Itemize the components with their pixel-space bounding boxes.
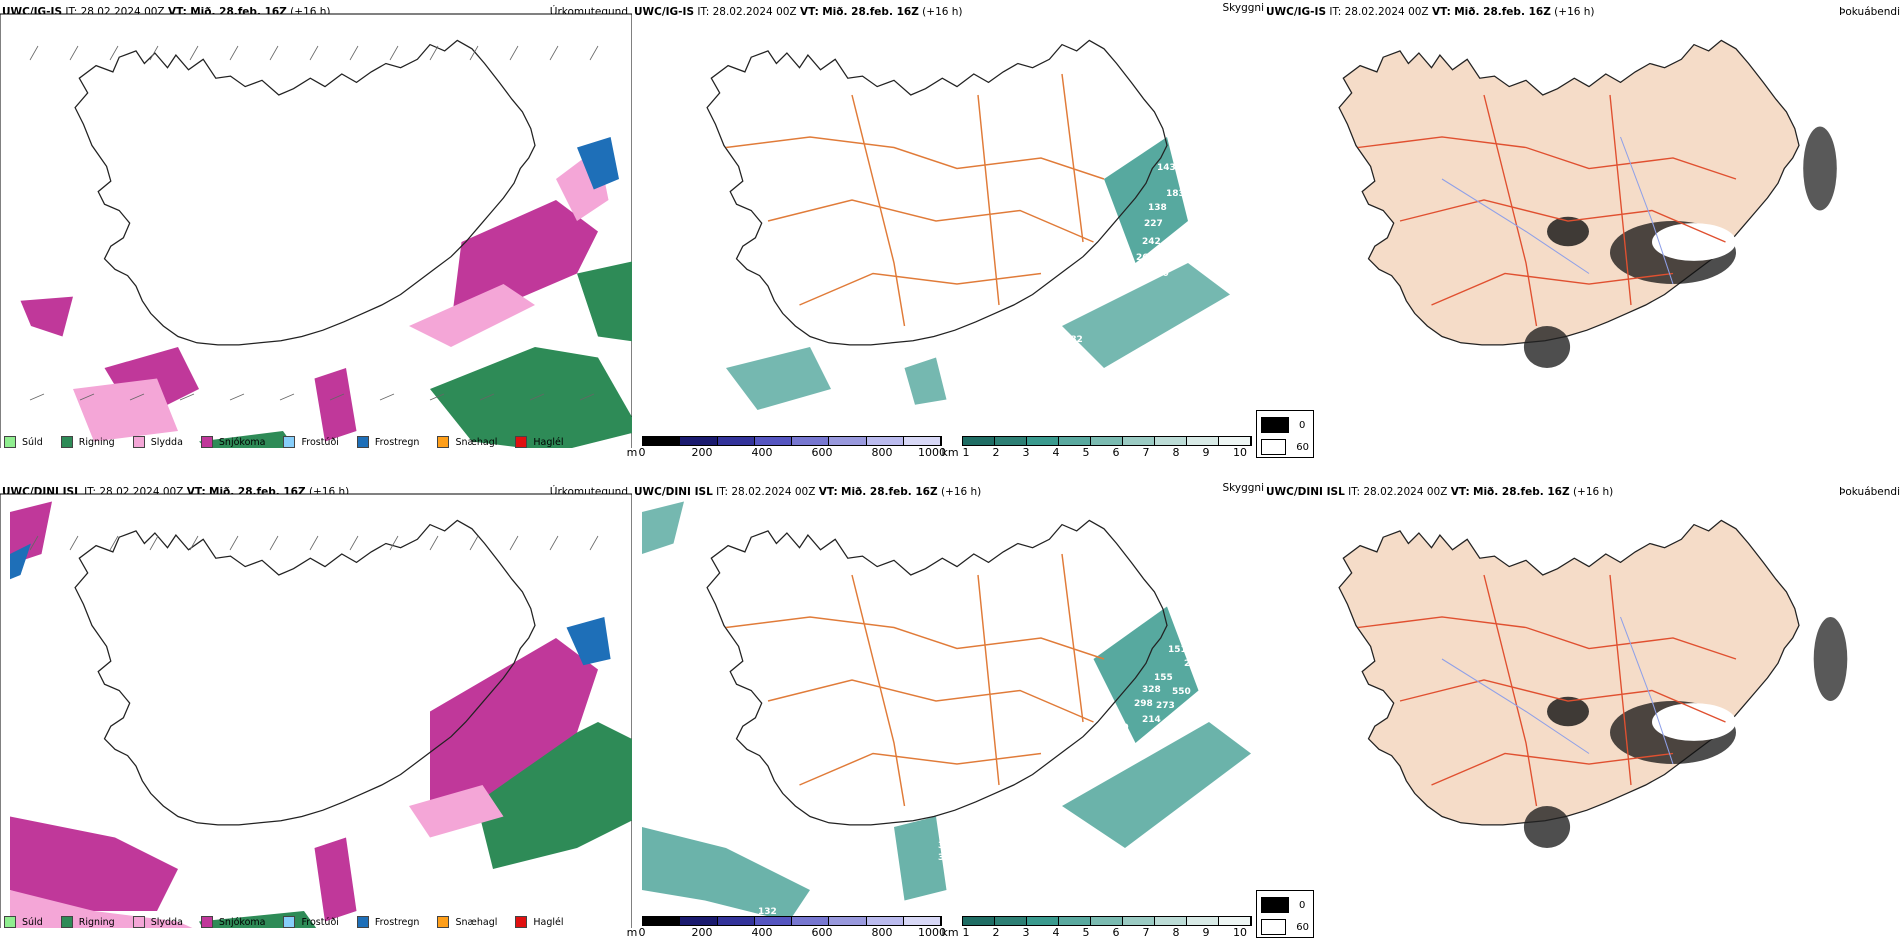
precip-panel-row1: UWC/IG-IS IT: 28.02.2024 00Z VT: Mið. 28…	[0, 0, 632, 448]
legend-item-snaehagl: Snæhagl	[437, 436, 497, 448]
svg-text:363: 363	[1088, 293, 1107, 303]
svg-text:403: 403	[1092, 739, 1111, 749]
panel-title: Þokuábendi	[1839, 486, 1900, 498]
svg-text:138: 138	[1148, 203, 1167, 213]
legend-item-snjokoma: Snjókoma	[200, 436, 265, 448]
svg-text:214: 214	[1142, 715, 1161, 725]
visibility-map: 151 276 155 328 550 298 273 214 239 403 …	[642, 501, 1251, 922]
panel-title: Skyggni	[1222, 2, 1265, 14]
svg-text:550: 550	[1172, 687, 1191, 697]
svg-text:143: 143	[1157, 163, 1176, 173]
legend-item-slydda: Slydda	[132, 436, 183, 448]
legend-item-sudd: Súld	[4, 916, 43, 928]
svg-text:239: 239	[1116, 265, 1135, 275]
svg-text:345: 345	[938, 841, 957, 851]
svg-text:117: 117	[937, 259, 956, 269]
svg-text:248: 248	[1174, 243, 1193, 253]
svg-text:280: 280	[1066, 749, 1085, 759]
fog-legend: 0 60	[1256, 890, 1314, 938]
legend-item-slydda: Slydda	[132, 916, 183, 928]
legend-item-frostregn: Frostregn	[356, 436, 419, 448]
svg-text:347: 347	[938, 819, 957, 829]
fog-map	[1338, 39, 1837, 368]
svg-text:183: 183	[1166, 189, 1185, 199]
legend-item-frostudi: Frostúði	[283, 916, 339, 928]
visibility-scale-km: km 1 2 3 4 5 6 7 8 9 10	[941, 916, 1252, 946]
legend-item-frostregn: Frostregn	[356, 916, 419, 928]
visibility-scale-m: m 0 200 400 600 800 1000	[627, 916, 946, 946]
svg-text:576: 576	[1066, 779, 1085, 789]
svg-text:116: 116	[938, 721, 957, 731]
fog-legend: 0 60	[1256, 410, 1314, 458]
svg-text:132: 132	[758, 907, 777, 917]
visibility-labels: 143 183 138 248 242 283 260 240 188 239 …	[937, 163, 1193, 345]
legend-item-rigning: Rigning	[60, 916, 115, 928]
svg-text:156: 156	[1064, 305, 1083, 315]
visibility-panel-row2: UWC/DINI ISL IT: 28.02.2024 00Z VT: Mið.…	[627, 480, 1265, 939]
legend-item-rigning: Rigning	[60, 436, 115, 448]
precip-legend: Súld Rigning Slydda Snjókoma Frostúði Fr…	[4, 436, 578, 448]
svg-text:298: 298	[1134, 699, 1153, 709]
panel-header: UWC/IG-IS IT: 28.02.2024 00Z VT: Mið. 28…	[1266, 6, 1595, 18]
precip-legend: Súld Rigning Slydda Snjókoma Frostúði Fr…	[4, 916, 578, 928]
svg-text:283: 283	[1154, 255, 1173, 265]
fog-panel-row2: UWC/DINI ISL IT: 28.02.2024 00Z VT: Mið.…	[1256, 480, 1900, 938]
legend-item-snjokoma: Snjókoma	[200, 916, 265, 928]
legend-item-haglel: Haglél	[515, 916, 564, 928]
svg-text:328: 328	[1142, 685, 1161, 695]
panel-header: UWC/IG-IS IT: 28.02.2024 00Z VT: Mið. 28…	[634, 6, 963, 18]
legend-item-snaehagl: Snæhagl	[437, 916, 497, 928]
visibility-panel-row1: UWC/IG-IS IT: 28.02.2024 00Z VT: Mið. 28…	[627, 0, 1265, 459]
svg-text:155: 155	[1154, 673, 1173, 683]
visibility-scale-m: m 0 200 400 600 800 1000	[627, 436, 946, 466]
svg-text:240: 240	[1150, 269, 1169, 279]
svg-text:239: 239	[1110, 723, 1129, 733]
panel-title: Skyggni	[1222, 482, 1265, 494]
panel-header: UWC/DINI ISL IT: 28.02.2024 00Z VT: Mið.…	[634, 486, 982, 498]
legend-item-haglel: Haglél	[515, 436, 564, 448]
legend-item-sudd: Súld	[4, 436, 43, 448]
legend-item-frostudi: Frostúði	[283, 436, 339, 448]
svg-text:188: 188	[1104, 279, 1123, 289]
svg-text:227: 227	[1144, 219, 1163, 229]
precip-map	[0, 13, 632, 448]
fog-panel-row1: UWC/IG-IS IT: 28.02.2024 00Z VT: Mið. 28…	[1256, 0, 1900, 458]
svg-text:151: 151	[1168, 645, 1187, 655]
panel-title: Þokuábendi	[1839, 6, 1900, 18]
svg-text:242: 242	[1142, 237, 1161, 247]
precip-panel-row2: UWC/DINI ISL IT: 28.02.2024 00Z VT: Mið.…	[0, 480, 632, 928]
svg-text:260: 260	[1136, 253, 1155, 263]
visibility-labels: 151 276 155 328 550 298 273 214 239 403 …	[758, 645, 1203, 917]
visibility-map: 143 183 138 248 242 283 260 240 188 239 …	[706, 39, 1230, 410]
svg-text:276: 276	[1184, 659, 1203, 669]
fog-map	[1338, 519, 1848, 848]
panel-header: UWC/DINI ISL IT: 28.02.2024 00Z VT: Mið.…	[1266, 486, 1614, 498]
precip-map	[0, 493, 632, 928]
visibility-scale-km: km 1 2 3 4 5 6 7 8 9 10	[941, 436, 1252, 466]
svg-text:382: 382	[1064, 335, 1083, 345]
svg-text:350: 350	[938, 853, 957, 863]
svg-text:273: 273	[1156, 701, 1175, 711]
